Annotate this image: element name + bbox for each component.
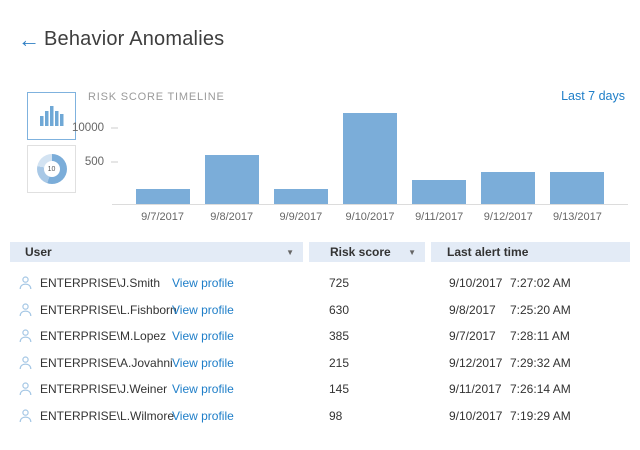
user-icon (19, 303, 31, 316)
x-axis-label: 9/7/2017 (141, 211, 184, 223)
x-axis-labels: 9/7/2017 9/8/2017 9/9/2017 9/10/2017 9/1… (112, 211, 628, 223)
table-header: User ▼ Risk score ▼ Last alert time (10, 242, 630, 262)
user-icon (19, 382, 31, 396)
bar-9-13-2017 (550, 172, 605, 204)
table-row: ENTERPRISE\J.Weiner View profile 145 9/1… (10, 376, 630, 403)
chart-title: RISK SCORE TIMELINE (88, 91, 225, 103)
table-row: ENTERPRISE\M.Lopez View profile 385 9/7/… (10, 323, 630, 350)
x-axis-label: 9/10/2017 (345, 211, 395, 223)
risk-score-value: 215 (329, 355, 350, 370)
bars-row (112, 108, 628, 204)
user-icon (19, 356, 31, 369)
alert-time: 7:28:11 AM (510, 329, 570, 344)
table-row: ENTERPRISE\L.Fishborn View profile 630 9… (10, 297, 630, 324)
bar-9-10-2017 (342, 113, 397, 204)
bar-9-12-2017 (481, 172, 536, 204)
y-axis-tick-label: 10000 (72, 121, 104, 134)
column-label: User (25, 245, 52, 259)
y-axis-tick-mark (111, 127, 118, 129)
risk-score-value: 145 (329, 382, 350, 397)
alert-date: 9/10/2017 (449, 408, 503, 423)
risk-score-value: 385 (329, 329, 350, 344)
table-body: ENTERPRISE\J.Smith View profile 725 9/10… (10, 270, 630, 429)
alert-date: 9/12/2017 (449, 355, 503, 370)
column-header-user[interactable]: User ▼ (10, 242, 303, 262)
chart-view-toggles: 10 (27, 92, 76, 193)
bar-9-9-2017 (273, 189, 328, 204)
column-header-risk-score[interactable]: Risk score ▼ (309, 242, 425, 262)
date-range-link[interactable]: Last 7 days (561, 89, 625, 103)
alert-date: 9/11/2017 (449, 382, 502, 397)
x-axis-label: 9/13/2017 (552, 211, 602, 223)
view-profile-link[interactable]: View profile (172, 302, 234, 317)
user-name: ENTERPRISE\A.Jovahni (40, 355, 173, 370)
user-name: ENTERPRISE\L.Wilmore (40, 408, 175, 423)
alert-time: 7:29:32 AM (510, 355, 571, 370)
view-profile-link[interactable]: View profile (172, 355, 234, 370)
bar-chart-view-button[interactable] (27, 92, 76, 140)
alert-time: 7:27:02 AM (510, 276, 571, 291)
user-name: ENTERPRISE\J.Weiner (40, 382, 168, 397)
alert-date: 9/10/2017 (449, 276, 503, 291)
x-axis-label: 9/12/2017 (483, 211, 533, 223)
column-label: Risk score (330, 245, 391, 259)
table-row: ENTERPRISE\J.Smith View profile 725 9/10… (10, 270, 630, 297)
risk-score-chart: 10000 500 (72, 108, 628, 205)
column-label: Last alert time (447, 245, 529, 259)
view-profile-link[interactable]: View profile (172, 329, 234, 344)
risk-score-value: 630 (329, 302, 350, 317)
bar-chart-icon (39, 106, 63, 126)
alert-date: 9/7/2017 (449, 329, 496, 344)
column-header-last-alert-time[interactable]: Last alert time (431, 242, 630, 262)
donut-chart-icon: 10 (36, 154, 67, 184)
bar-9-8-2017 (204, 154, 259, 204)
risk-score-value: 725 (329, 276, 350, 291)
user-icon (19, 276, 31, 290)
page-title: Behavior Anomalies (44, 28, 225, 50)
user-icon (19, 329, 31, 343)
alert-time: 7:19:29 AM (510, 408, 571, 423)
sort-dropdown-icon[interactable]: ▼ (408, 247, 416, 257)
user-icon (19, 409, 31, 422)
page-header: ← Behavior Anomalies (18, 28, 224, 51)
view-profile-link[interactable]: View profile (172, 408, 234, 423)
donut-badge: 10 (43, 161, 60, 177)
back-arrow-icon[interactable]: ← (18, 26, 40, 52)
table-row: ENTERPRISE\L.Wilmore View profile 98 9/1… (10, 403, 630, 430)
view-profile-link[interactable]: View profile (172, 276, 234, 291)
view-profile-link[interactable]: View profile (172, 382, 234, 397)
y-axis-tick-label: 500 (84, 156, 104, 169)
alert-time: 7:26:14 AM (510, 382, 571, 397)
x-axis-label: 9/8/2017 (210, 211, 254, 223)
table-row: ENTERPRISE\A.Jovahni View profile 215 9/… (10, 350, 630, 377)
x-axis-label: 9/11/2017 (415, 211, 464, 223)
alert-date: 9/8/2017 (449, 302, 496, 317)
user-name: ENTERPRISE\L.Fishborn (40, 302, 177, 317)
donut-chart-view-button[interactable]: 10 (27, 145, 76, 193)
risk-score-value: 98 (329, 408, 343, 423)
bar-9-7-2017 (135, 189, 190, 204)
y-axis-tick-mark (111, 161, 118, 163)
user-name: ENTERPRISE\J.Smith (40, 276, 161, 291)
alert-time: 7:25:20 AM (510, 302, 571, 317)
user-name: ENTERPRISE\M.Lopez (40, 329, 167, 344)
sort-dropdown-icon[interactable]: ▼ (286, 247, 294, 257)
x-axis-label: 9/9/2017 (279, 211, 323, 223)
bar-9-11-2017 (412, 180, 467, 204)
anomalies-table: User ▼ Risk score ▼ Last alert time ENTE… (10, 242, 630, 429)
